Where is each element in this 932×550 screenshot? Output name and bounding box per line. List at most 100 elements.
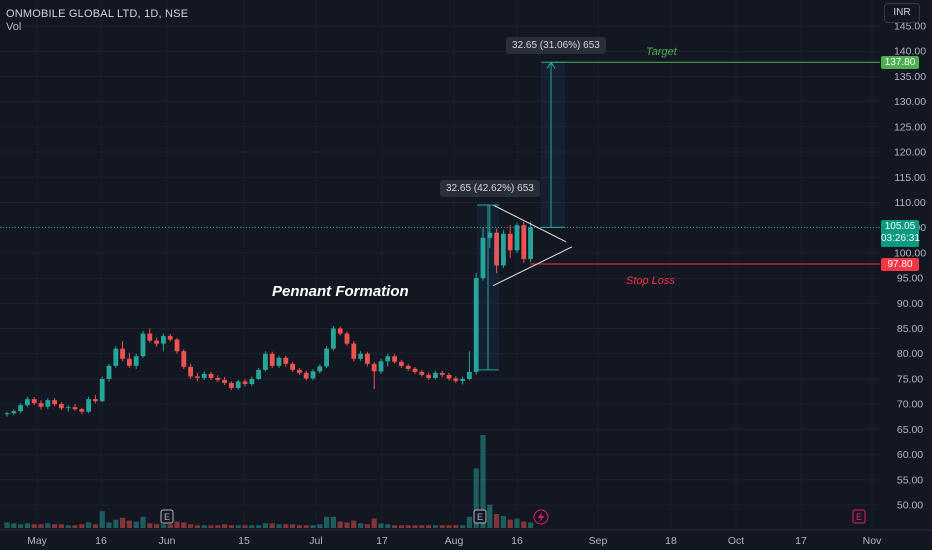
candle-body — [460, 378, 465, 381]
y-tick-label: 145.00 — [894, 21, 926, 33]
candle-body — [167, 336, 173, 340]
flash-icon-glyph — [538, 512, 544, 522]
candle-body — [59, 404, 64, 409]
y-tick-label: 120.00 — [894, 147, 926, 159]
volume-bar — [364, 524, 370, 528]
volume-bar — [92, 524, 98, 528]
candle-body — [399, 361, 404, 366]
volume-bar — [528, 522, 534, 528]
y-tick-label: 80.00 — [897, 348, 923, 360]
candle-body — [337, 328, 343, 334]
volume-bar — [262, 523, 268, 528]
volume-bar — [276, 524, 282, 528]
volume-bar — [72, 525, 78, 528]
volume-bar — [242, 525, 248, 528]
earnings-marker-label: E — [856, 512, 862, 522]
volume-bar — [167, 524, 173, 528]
volume-indicator-label[interactable]: Vol — [6, 21, 22, 33]
candle-body — [256, 369, 261, 379]
candle-body — [317, 366, 323, 372]
candle-body — [453, 378, 459, 381]
volume-bar — [235, 525, 241, 528]
volume-bar — [86, 522, 92, 528]
x-tick-label: May — [27, 535, 48, 547]
volume-bar — [174, 521, 180, 528]
candle-body — [480, 237, 486, 279]
current-price-tag: 105.05 03:26:31 — [881, 220, 920, 248]
projection-measure-area — [541, 62, 565, 228]
volume-bar — [31, 524, 37, 528]
volume-bar — [4, 522, 10, 528]
candle-body — [473, 278, 479, 372]
volume-bar — [460, 525, 466, 528]
volume-bar — [412, 525, 418, 528]
candle-body — [242, 381, 248, 384]
projection-arrow-head — [546, 61, 556, 69]
x-tick-label: Sep — [589, 535, 608, 547]
x-tick-label: 16 — [511, 535, 523, 547]
x-tick-label: Jul — [309, 535, 322, 547]
candle-body — [501, 233, 506, 266]
candle-body — [18, 405, 23, 412]
candle-body — [25, 399, 30, 406]
volume-bar — [446, 525, 452, 528]
y-tick-label: 140.00 — [894, 46, 926, 58]
candle-body — [188, 366, 193, 377]
volume-bar — [371, 518, 377, 528]
candle-body — [38, 403, 44, 407]
candle-body — [79, 409, 85, 412]
candle-body — [215, 377, 221, 380]
y-tick-label: 55.00 — [897, 474, 923, 486]
volume-bar — [439, 525, 445, 528]
y-tick-label: 115.00 — [894, 172, 925, 184]
volume-bar — [126, 520, 132, 528]
volume-bar — [487, 504, 493, 528]
candle-body — [365, 353, 370, 364]
symbol-title: ONMOBILE GLOBAL LTD, 1D, NSE — [6, 8, 189, 20]
y-tick-label: 95.00 — [897, 273, 923, 285]
candle-body — [344, 333, 350, 344]
y-tick-label: 60.00 — [897, 449, 923, 461]
y-tick-label: 130.00 — [894, 96, 926, 108]
volume-bar — [120, 517, 126, 528]
volume-bar — [378, 523, 384, 528]
candle-body — [303, 372, 309, 379]
volume-bar — [24, 523, 30, 528]
candle-body — [31, 399, 37, 404]
currency-button[interactable]: INR — [884, 3, 920, 23]
volume-bar — [310, 525, 316, 528]
pennant-upper-trendline — [492, 204, 567, 243]
candle-body — [528, 227, 533, 259]
candle-body — [11, 411, 17, 414]
candle-body — [249, 378, 255, 384]
candle-body — [351, 343, 357, 359]
volume-bar — [419, 525, 425, 528]
candle-body — [127, 358, 132, 366]
volume-bar — [11, 523, 17, 528]
volume-bar — [45, 523, 51, 528]
volume-bar — [514, 518, 520, 528]
candle-body — [93, 399, 98, 402]
volume-bar — [181, 522, 187, 528]
candle-body — [412, 368, 418, 372]
volume-bar — [432, 525, 438, 528]
y-tick-label: 90.00 — [897, 298, 923, 310]
candle-body — [297, 369, 302, 373]
x-tick-label: Aug — [445, 535, 464, 547]
volume-bar — [208, 525, 214, 528]
y-tick-label: 85.00 — [897, 323, 923, 335]
volume-bar — [290, 524, 296, 528]
volume-bar — [222, 524, 228, 528]
candle-body — [174, 339, 180, 352]
volume-bar — [337, 521, 343, 528]
volume-bar — [473, 468, 479, 528]
volume-bar — [494, 514, 500, 528]
volume-bar — [215, 525, 221, 528]
candle-body — [446, 374, 452, 379]
candle-body — [4, 413, 10, 415]
candle-body — [86, 399, 91, 412]
candle-body — [378, 361, 384, 372]
candle-body — [45, 400, 51, 407]
candle-body — [358, 353, 363, 359]
